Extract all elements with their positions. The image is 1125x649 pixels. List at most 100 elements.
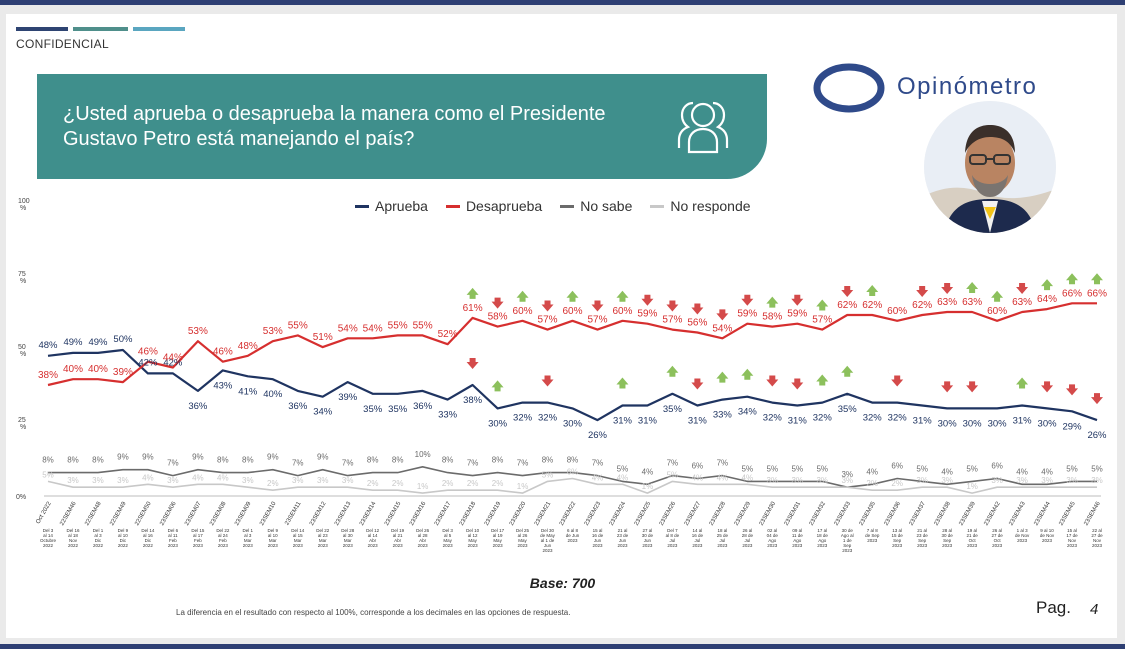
data-label: 3% xyxy=(941,476,953,485)
data-label: 2% xyxy=(367,479,379,488)
data-label: 30% xyxy=(1038,418,1058,429)
data-label: 60% xyxy=(513,306,533,317)
data-label: 1% xyxy=(642,482,654,491)
x-date-label: 21 al 23 de Jun 2023 xyxy=(617,528,629,548)
data-label: 7% xyxy=(592,459,604,468)
data-label: 48% xyxy=(38,340,58,351)
data-label: 40% xyxy=(63,364,83,375)
data-label: 3% xyxy=(991,476,1003,485)
x-date-label: 15 al 16 de Jun 2023 xyxy=(592,528,604,548)
x-tick-label: 23SEM10 xyxy=(259,500,278,526)
data-label: 54% xyxy=(363,323,383,334)
data-label: 8% xyxy=(442,456,454,465)
data-label: 49% xyxy=(88,337,108,348)
x-date-label: 15 al 17 de Nov 2023 xyxy=(1066,528,1078,548)
aprueba-down-arrow-icon xyxy=(941,381,954,393)
people-icon xyxy=(677,101,729,154)
y-tick-label: 0% xyxy=(16,494,26,501)
data-label: 5% xyxy=(792,464,804,473)
x-tick-label: 22SEM50 xyxy=(134,500,153,526)
x-tick-label: 22SEM49 xyxy=(109,500,128,526)
opinometro-logo-icon xyxy=(813,63,885,113)
x-tick-label: 23SEM36 xyxy=(884,500,903,526)
data-label: 2% xyxy=(392,479,404,488)
data-label: 6% xyxy=(991,461,1003,470)
x-tick-label: 23SEM28 xyxy=(709,500,728,526)
data-label: 46% xyxy=(138,347,158,358)
legend-label: No sabe xyxy=(580,198,633,214)
data-label: 66% xyxy=(1062,288,1082,299)
x-tick-label: 23SEM46 xyxy=(1083,500,1102,526)
data-label: 48% xyxy=(238,341,258,352)
x-date-label: 19 al 21 de Oct 2023 xyxy=(966,528,978,548)
confidential-label: CONFIDENCIAL xyxy=(16,37,109,51)
data-label: 3% xyxy=(1091,476,1103,485)
top-border xyxy=(0,0,1125,5)
aprueba-up-arrow-icon xyxy=(666,365,679,377)
data-label: 5% xyxy=(816,464,828,473)
desaprueba-down-arrow-icon xyxy=(691,303,704,315)
data-label: 1% xyxy=(966,482,978,491)
data-label: 55% xyxy=(413,320,433,331)
data-label: 46% xyxy=(213,347,233,358)
data-label: 60% xyxy=(612,306,632,317)
x-tick-label: 23SEM38 xyxy=(933,500,952,526)
data-label: 5% xyxy=(617,464,629,473)
data-label: 4% xyxy=(1041,467,1053,476)
data-label: 7% xyxy=(717,459,729,468)
x-tick-label: 23SEM32 xyxy=(809,500,828,526)
x-tick-label: 23SEM15 xyxy=(384,500,403,526)
x-date-label: Del 1 al 3 Dic 2022 xyxy=(93,528,104,548)
desaprueba-up-arrow-icon xyxy=(991,290,1004,302)
data-label: 49% xyxy=(63,337,83,348)
data-label: 8% xyxy=(567,456,579,465)
x-tick-label: 23SEM14 xyxy=(359,500,378,526)
data-label: 7% xyxy=(292,459,304,468)
x-tick-label: 23SEM22 xyxy=(559,500,578,526)
data-label: 55% xyxy=(388,320,408,331)
data-label: 39% xyxy=(338,392,358,403)
data-label: 3% xyxy=(292,476,304,485)
data-label: 52% xyxy=(438,329,458,340)
data-label: 36% xyxy=(288,401,308,412)
series-line-desaprueba xyxy=(47,302,1097,387)
data-label: 9% xyxy=(267,453,279,462)
data-label: 5% xyxy=(542,470,554,479)
data-label: 34% xyxy=(738,407,758,418)
x-date-label: Del 30 de May al 1 de Jun 2023 xyxy=(540,528,556,553)
legend-item-no-responde: No responde xyxy=(650,198,751,214)
data-label: 63% xyxy=(1012,297,1032,308)
aprueba-down-arrow-icon xyxy=(1091,393,1103,405)
data-label: 40% xyxy=(88,364,108,375)
aprueba-up-arrow-icon xyxy=(491,380,504,392)
data-label: 3% xyxy=(767,476,779,485)
series-line-no-sabe xyxy=(48,465,1097,489)
data-label: 63% xyxy=(937,297,957,308)
data-label: 7% xyxy=(667,459,679,468)
data-label: 8% xyxy=(367,456,379,465)
data-label: 5% xyxy=(767,464,779,473)
aprueba-up-arrow-icon xyxy=(1016,377,1029,389)
data-label: 31% xyxy=(913,415,933,426)
x-date-label: 9 al 10 de Nov 2023 xyxy=(1040,528,1055,543)
data-label: 2% xyxy=(891,479,903,488)
desaprueba-up-arrow-icon xyxy=(766,296,779,308)
legend-item-aprueba: Aprueba xyxy=(355,198,428,214)
desaprueba-up-arrow-icon xyxy=(1066,273,1079,285)
x-tick-label: 23SEM26 xyxy=(659,500,678,526)
data-label: 34% xyxy=(313,407,333,418)
data-label: 3% xyxy=(916,476,928,485)
accent-strip xyxy=(16,27,68,31)
data-label: 5% xyxy=(966,464,978,473)
data-label: 4% xyxy=(742,473,754,482)
aprueba-down-arrow-icon xyxy=(766,375,779,387)
x-tick-label: 23SEM12 xyxy=(309,500,328,526)
data-label: 41% xyxy=(238,386,258,397)
data-label: 26% xyxy=(1087,430,1107,441)
data-label: 44% xyxy=(163,353,183,364)
data-label: 63% xyxy=(962,297,982,308)
data-label: 8% xyxy=(42,456,54,465)
x-date-label: 17 al 18 de Ago 2023 xyxy=(817,528,829,548)
x-date-label: Del 22 al 24 Feb 2023 xyxy=(216,528,230,548)
